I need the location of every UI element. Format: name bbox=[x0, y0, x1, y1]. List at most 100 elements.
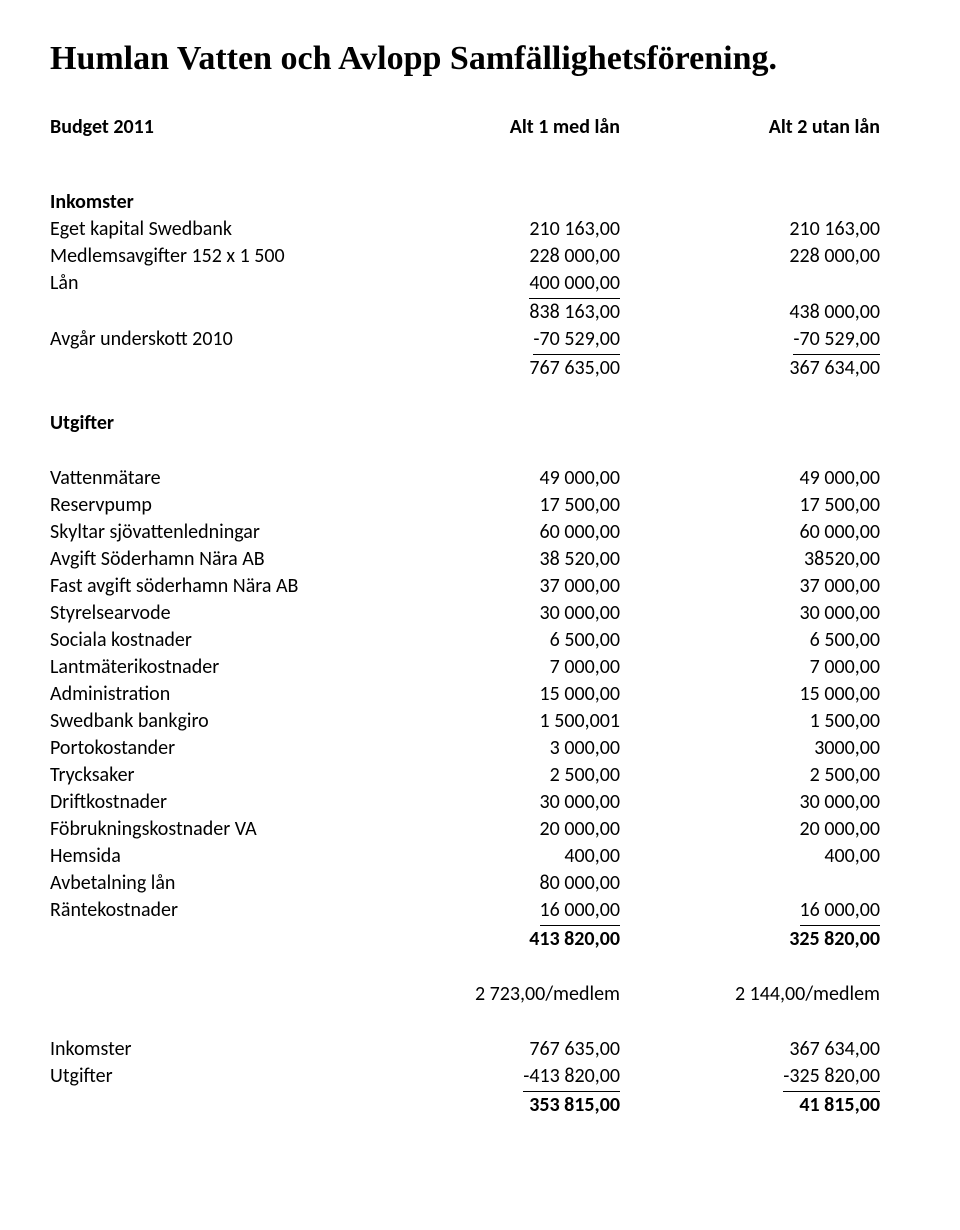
utgifter-label: Hemsida bbox=[50, 843, 390, 870]
utgifter-row: Avgift Söderhamn Nära AB38 520,0038520,0… bbox=[50, 546, 910, 573]
utgifter-value-a: 30 000,00 bbox=[390, 600, 640, 627]
summary-value-a: -413 820,00 bbox=[390, 1063, 640, 1092]
utgifter-value-a: 3 000,00 bbox=[390, 735, 640, 762]
inkomster-row: Avgår underskott 2010-70 529,00-70 529,0… bbox=[50, 326, 910, 355]
utgifter-value-a: 60 000,00 bbox=[390, 519, 640, 546]
per-member-b: 2 144,00/medlem bbox=[640, 981, 880, 1008]
utgifter-value-a: 1 500,001 bbox=[390, 708, 640, 735]
budget-label: Budget 2011 bbox=[50, 114, 390, 141]
inkomster-label bbox=[50, 299, 390, 326]
utgifter-value-b: 325 820,00 bbox=[640, 926, 880, 953]
summary-label: Inkomster bbox=[50, 1036, 390, 1063]
utgifter-label: Swedbank bankgiro bbox=[50, 708, 390, 735]
utgifter-row: 413 820,00325 820,00 bbox=[50, 926, 910, 953]
inkomster-label: Lån bbox=[50, 270, 390, 299]
utgifter-value-b: 16 000,00 bbox=[640, 897, 880, 926]
inkomster-value-a: 400 000,00 bbox=[390, 270, 640, 299]
inkomster-value-b: 228 000,00 bbox=[640, 243, 880, 270]
utgifter-row: Swedbank bankgiro1 500,0011 500,00 bbox=[50, 708, 910, 735]
utgifter-row: Driftkostnader30 000,0030 000,00 bbox=[50, 789, 910, 816]
utgifter-value-b: 6 500,00 bbox=[640, 627, 880, 654]
utgifter-value-a: 49 000,00 bbox=[390, 465, 640, 492]
summary-value-b: 41 815,00 bbox=[640, 1092, 880, 1119]
inkomster-value-a: 210 163,00 bbox=[390, 216, 640, 243]
inkomster-value-b bbox=[640, 270, 880, 299]
per-member-a: 2 723,00/medlem bbox=[390, 981, 640, 1008]
inkomster-value-b: -70 529,00 bbox=[640, 326, 880, 355]
utgifter-label: Skyltar sjövattenledningar bbox=[50, 519, 390, 546]
utgifter-label: Sociala kostnader bbox=[50, 627, 390, 654]
utgifter-value-a: 16 000,00 bbox=[390, 897, 640, 926]
inkomster-label bbox=[50, 355, 390, 382]
utgifter-row: Räntekostnader16 000,0016 000,00 bbox=[50, 897, 910, 926]
utgifter-value-b: 2 500,00 bbox=[640, 762, 880, 789]
utgifter-value-a: 15 000,00 bbox=[390, 681, 640, 708]
utgifter-value-a: 17 500,00 bbox=[390, 492, 640, 519]
utgifter-value-a: 6 500,00 bbox=[390, 627, 640, 654]
utgifter-value-b: 38520,00 bbox=[640, 546, 880, 573]
utgifter-label: Fast avgift söderhamn Nära AB bbox=[50, 573, 390, 600]
utgifter-label: Lantmäterikostnader bbox=[50, 654, 390, 681]
utgifter-value-a: 7 000,00 bbox=[390, 654, 640, 681]
utgifter-value-a: 400,00 bbox=[390, 843, 640, 870]
utgifter-label: Administration bbox=[50, 681, 390, 708]
header-row: Budget 2011 Alt 1 med lån Alt 2 utan lån bbox=[50, 114, 910, 141]
utgifter-row: Föbrukningskostnader VA20 000,0020 000,0… bbox=[50, 816, 910, 843]
col-b-header: Alt 2 utan lån bbox=[640, 114, 880, 141]
per-member-row: 2 723,00/medlem 2 144,00/medlem bbox=[50, 981, 910, 1008]
utgifter-value-a: 30 000,00 bbox=[390, 789, 640, 816]
summary-row: 353 815,0041 815,00 bbox=[50, 1092, 910, 1119]
utgifter-label: Driftkostnader bbox=[50, 789, 390, 816]
summary-label: Utgifter bbox=[50, 1063, 390, 1092]
summary-value-a: 767 635,00 bbox=[390, 1036, 640, 1063]
utgifter-row: Styrelsearvode30 000,0030 000,00 bbox=[50, 600, 910, 627]
inkomster-label: Avgår underskott 2010 bbox=[50, 326, 390, 355]
utgifter-row: Administration15 000,0015 000,00 bbox=[50, 681, 910, 708]
inkomster-row: 838 163,00438 000,00 bbox=[50, 299, 910, 326]
inkomster-row: Eget kapital Swedbank210 163,00210 163,0… bbox=[50, 216, 910, 243]
inkomster-value-b: 367 634,00 bbox=[640, 355, 880, 382]
utgifter-value-b: 15 000,00 bbox=[640, 681, 880, 708]
utgifter-value-b: 20 000,00 bbox=[640, 816, 880, 843]
utgifter-value-b: 3000,00 bbox=[640, 735, 880, 762]
utgifter-value-a: 20 000,00 bbox=[390, 816, 640, 843]
summary-row: Inkomster767 635,00367 634,00 bbox=[50, 1036, 910, 1063]
inkomster-heading: Inkomster bbox=[50, 189, 910, 216]
page-title: Humlan Vatten och Avlopp Samfällighetsfö… bbox=[50, 40, 910, 78]
inkomster-value-b: 210 163,00 bbox=[640, 216, 880, 243]
utgifter-value-b: 37 000,00 bbox=[640, 573, 880, 600]
utgifter-row: Avbetalning lån80 000,00 bbox=[50, 870, 910, 897]
utgifter-value-b: 49 000,00 bbox=[640, 465, 880, 492]
inkomster-value-a: 767 635,00 bbox=[390, 355, 640, 382]
utgifter-label: Styrelsearvode bbox=[50, 600, 390, 627]
inkomster-label: Eget kapital Swedbank bbox=[50, 216, 390, 243]
utgifter-value-b: 60 000,00 bbox=[640, 519, 880, 546]
summary-value-a: 353 815,00 bbox=[390, 1092, 640, 1119]
utgifter-value-b: 30 000,00 bbox=[640, 600, 880, 627]
utgifter-label: Avgift Söderhamn Nära AB bbox=[50, 546, 390, 573]
utgifter-label: Föbrukningskostnader VA bbox=[50, 816, 390, 843]
utgifter-label: Reservpump bbox=[50, 492, 390, 519]
utgifter-value-b bbox=[640, 870, 880, 897]
utgifter-value-b: 7 000,00 bbox=[640, 654, 880, 681]
utgifter-value-b: 400,00 bbox=[640, 843, 880, 870]
utgifter-row: Trycksaker2 500,002 500,00 bbox=[50, 762, 910, 789]
utgifter-value-a: 413 820,00 bbox=[390, 926, 640, 953]
inkomster-value-b: 438 000,00 bbox=[640, 299, 880, 326]
utgifter-label: Portokostander bbox=[50, 735, 390, 762]
utgifter-heading: Utgifter bbox=[50, 410, 910, 437]
utgifter-label bbox=[50, 926, 390, 953]
utgifter-label: Avbetalning lån bbox=[50, 870, 390, 897]
utgifter-row: Fast avgift söderhamn Nära AB37 000,0037… bbox=[50, 573, 910, 600]
utgifter-value-a: 38 520,00 bbox=[390, 546, 640, 573]
inkomster-value-a: -70 529,00 bbox=[390, 326, 640, 355]
utgifter-value-b: 17 500,00 bbox=[640, 492, 880, 519]
summary-label bbox=[50, 1092, 390, 1119]
inkomster-value-a: 838 163,00 bbox=[390, 299, 640, 326]
inkomster-row: 767 635,00367 634,00 bbox=[50, 355, 910, 382]
utgifter-row: Sociala kostnader6 500,006 500,00 bbox=[50, 627, 910, 654]
summary-value-b: -325 820,00 bbox=[640, 1063, 880, 1092]
utgifter-label: Vattenmätare bbox=[50, 465, 390, 492]
utgifter-label: Trycksaker bbox=[50, 762, 390, 789]
inkomster-row: Medlemsavgifter 152 x 1 500228 000,00228… bbox=[50, 243, 910, 270]
